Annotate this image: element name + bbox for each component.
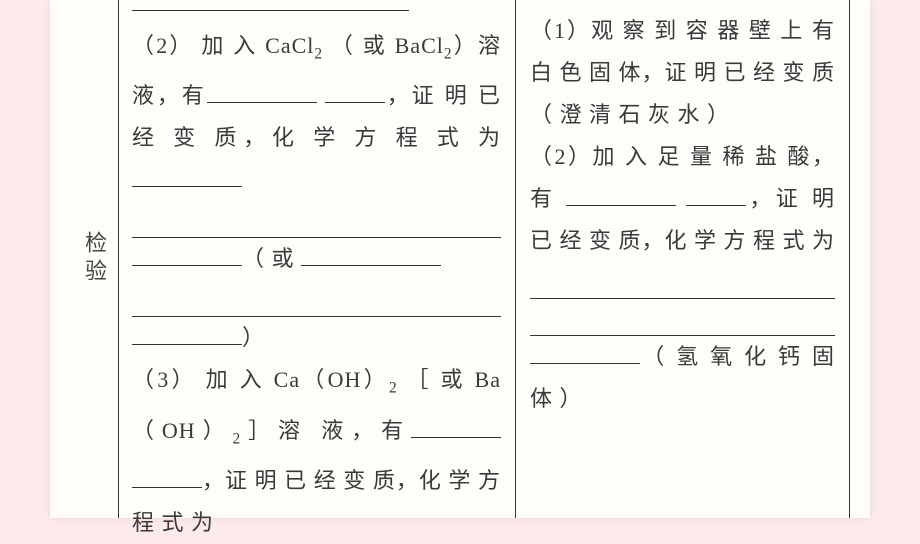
text: ］溶 液，有	[241, 418, 411, 443]
blank-line	[530, 299, 835, 336]
blank	[132, 324, 242, 346]
blank	[686, 184, 746, 206]
text: （3） 加 入 Ca（OH）	[132, 367, 389, 392]
blank	[132, 166, 242, 188]
subscript: 2	[232, 430, 241, 447]
blank-line	[530, 262, 835, 299]
blank	[530, 342, 640, 364]
subscript: 2	[444, 45, 453, 62]
blank-line	[132, 201, 501, 238]
subscript: 2	[314, 45, 323, 62]
blank	[132, 245, 242, 267]
blank	[566, 184, 676, 206]
text: （ 或	[242, 246, 295, 271]
middle-column: （2） 加 入 CaCl2 （ 或 BaCl2）溶 液，有 ，证 明 已 经 变…	[118, 0, 516, 518]
blank	[132, 466, 202, 488]
right-item-2: （2）加 入 足 量 稀 盐 酸， 有 ，证 明 已 经 变 质，化 学 方 程…	[530, 136, 835, 420]
blank	[411, 416, 501, 438]
right-column: （1）观 察 到 容 器 壁 上 有 白 色 固 体，证 明 已 经 变 质（ …	[516, 0, 850, 518]
item-3: （3） 加 入 Ca（OH）2 ［ 或 Ba（OH）2］溶 液，有 ，证 明 已…	[132, 359, 501, 544]
right-item-1: （1）观 察 到 容 器 壁 上 有 白 色 固 体，证 明 已 经 变 质（ …	[530, 10, 835, 136]
blank-line	[132, 280, 501, 317]
blank	[301, 245, 441, 267]
text: （2） 加 入 CaCl	[132, 33, 314, 58]
text: ）	[242, 325, 265, 350]
row-header-text: 检验	[78, 231, 110, 287]
text: （ 或 BaCl	[331, 33, 444, 58]
item-2: （2） 加 入 CaCl2 （ 或 BaCl2）溶 液，有 ，证 明 已 经 变…	[132, 25, 501, 359]
carryover-blank-line	[132, 10, 409, 11]
subscript: 2	[389, 380, 398, 397]
text: （1）观 察 到 容 器 壁 上 有 白 色 固 体，证 明 已 经 变 质（ …	[530, 18, 835, 127]
blank	[325, 82, 385, 104]
blank	[207, 82, 317, 104]
row-header-cell: 检验	[70, 0, 119, 518]
